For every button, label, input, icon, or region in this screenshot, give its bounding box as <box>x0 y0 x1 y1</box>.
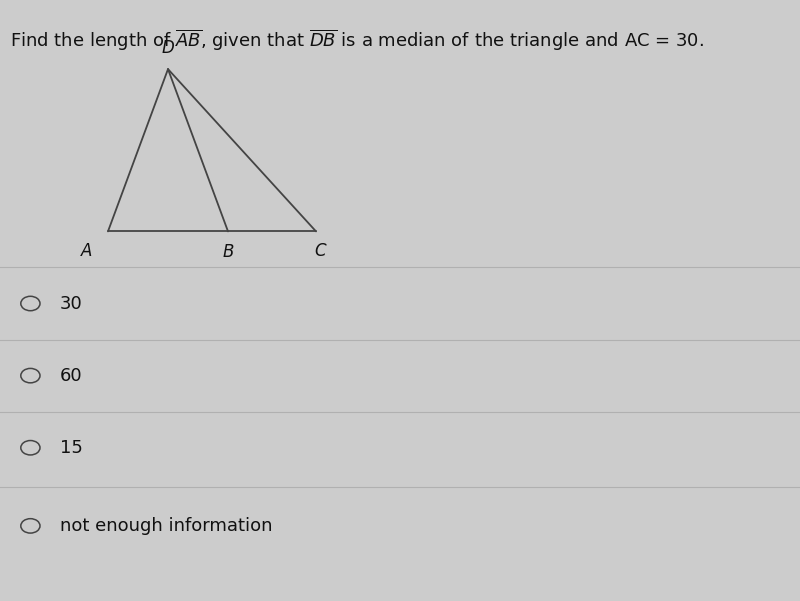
Text: D: D <box>162 39 174 57</box>
Text: 60: 60 <box>60 367 82 385</box>
Text: 15: 15 <box>60 439 83 457</box>
Text: not enough information: not enough information <box>60 517 273 535</box>
Text: A: A <box>81 242 92 260</box>
Text: C: C <box>314 242 326 260</box>
Text: 30: 30 <box>60 294 82 313</box>
Text: Find the length of $\overline{AB}$, given that $\overline{DB}$ is a median of th: Find the length of $\overline{AB}$, give… <box>10 27 704 52</box>
Text: B: B <box>222 243 234 261</box>
